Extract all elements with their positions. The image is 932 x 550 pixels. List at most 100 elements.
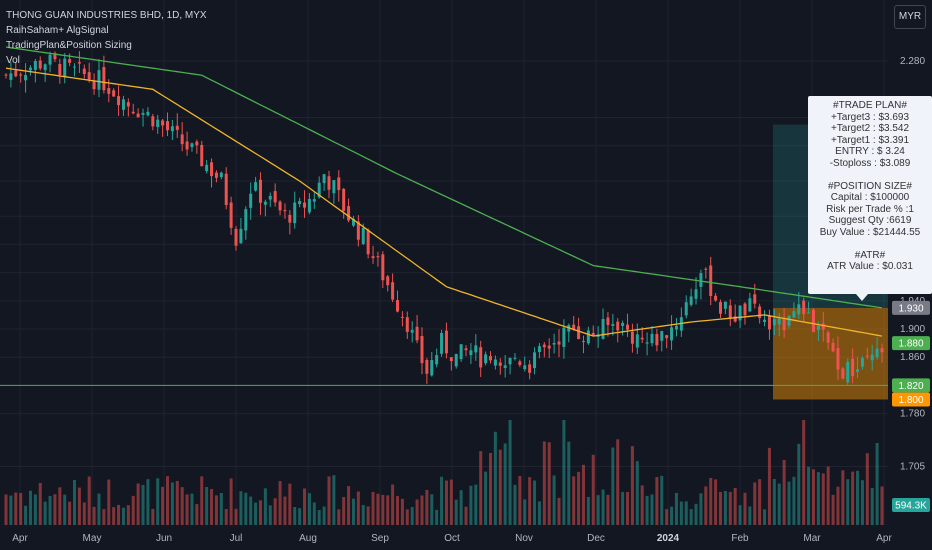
candle-body [513,357,517,359]
candle-body [479,347,483,368]
candle-body [97,70,101,90]
candle-body [200,144,204,167]
price-label-text: 1.800 [898,395,923,406]
candle-body [684,302,688,316]
volume-bar [743,492,747,525]
volume-bar [635,461,639,525]
candle-body [723,301,727,309]
candle-body [361,228,365,245]
volume-bar [254,502,258,525]
currency-button[interactable]: MYR [894,5,926,29]
candle-body [33,61,37,70]
volume-bar [626,491,630,525]
candle-body [58,63,62,76]
volume-bar [396,496,400,525]
volume-bar [327,476,331,525]
position-line: Risk per Trade % :1 [826,203,914,215]
candle-body [205,164,209,172]
volume-bar [674,492,678,525]
volume-bar [234,508,238,525]
candle-body [767,315,771,330]
candle-body [263,201,267,205]
volume-bar [787,481,791,525]
moving-averages [5,46,883,337]
candle-body [400,316,404,318]
candle-body [851,358,855,377]
candle-body [660,331,664,341]
volume-bar [288,483,292,525]
candle-body [650,333,654,344]
price-label-bg [892,392,930,407]
volume-bar [782,460,786,525]
volume-bar [709,477,713,525]
candle-body [63,58,67,77]
volume-bar [97,493,101,525]
volume-bar [601,489,605,525]
volume-bar [102,509,106,525]
trade-zones [0,124,888,400]
time-tick-label: Apr [876,533,892,544]
price-label-bg [892,300,930,315]
candle-body [293,202,297,224]
volume-bar [117,504,121,525]
price-label-text: 594.3K [895,501,927,512]
time-tick-label: Sep [371,533,389,544]
candle-body [161,120,165,126]
position-line: Buy Value : $21444.55 [819,226,921,238]
candle-body [738,305,742,321]
volume-bar [219,493,223,525]
volume-bar [660,475,664,525]
candle-body [425,360,429,374]
symbol-title[interactable]: THONG GUAN INDUSTRIES BHD, 1D, MYX [6,10,207,21]
candle-body [831,343,835,352]
candle-body [19,74,23,76]
volume-bar [621,491,625,525]
indicator-trading-plan[interactable]: TradingPlan&Position Sizing [6,40,132,51]
volume-bar [175,480,179,525]
time-tick-label: Apr [12,533,28,544]
volume-bar [9,495,13,525]
candle-body [537,346,541,353]
volume-bar [484,471,488,525]
volume-bar [107,479,111,525]
volume-bar [728,491,732,525]
candle-body [303,202,307,208]
time-tick-label: Nov [515,533,533,544]
candle-body [733,316,737,322]
atr-line: ATR Value : $0.031 [827,261,913,273]
volume-bar [376,493,380,525]
volume-bar [567,441,571,525]
price-label-text: 1.930 [898,303,923,314]
candle-body [802,300,806,315]
position-line: #POSITION SIZE# [828,180,912,192]
volume-bar [293,506,297,525]
candle-body [772,319,776,326]
candle-body [180,134,184,145]
candle-body [782,317,786,331]
volume-bar [405,509,409,525]
volume-bar [136,483,140,525]
volume-bar [400,498,404,525]
candle-body [391,282,395,300]
candle-body [53,53,57,60]
candlesticks [4,51,884,385]
volume-bar [303,488,307,525]
time-tick-label: May [83,533,102,544]
candle-body [606,317,610,325]
candle-body [484,354,488,364]
candle-body [4,74,8,76]
stop-zone [773,307,888,400]
candle-body [665,335,669,339]
volume-bar [165,476,169,525]
volume-bar [43,501,47,525]
volume-bar [126,505,130,525]
volume-bar [249,496,253,525]
candle-body [405,317,409,332]
indicator-algsignal[interactable]: RaihSaham+ AlgSignal [6,25,109,36]
candle-body [224,173,228,206]
indicator-volume[interactable]: Vol [6,55,20,66]
candle-body [763,319,767,322]
candle-body [337,177,341,191]
ma-fast-line [5,67,883,337]
